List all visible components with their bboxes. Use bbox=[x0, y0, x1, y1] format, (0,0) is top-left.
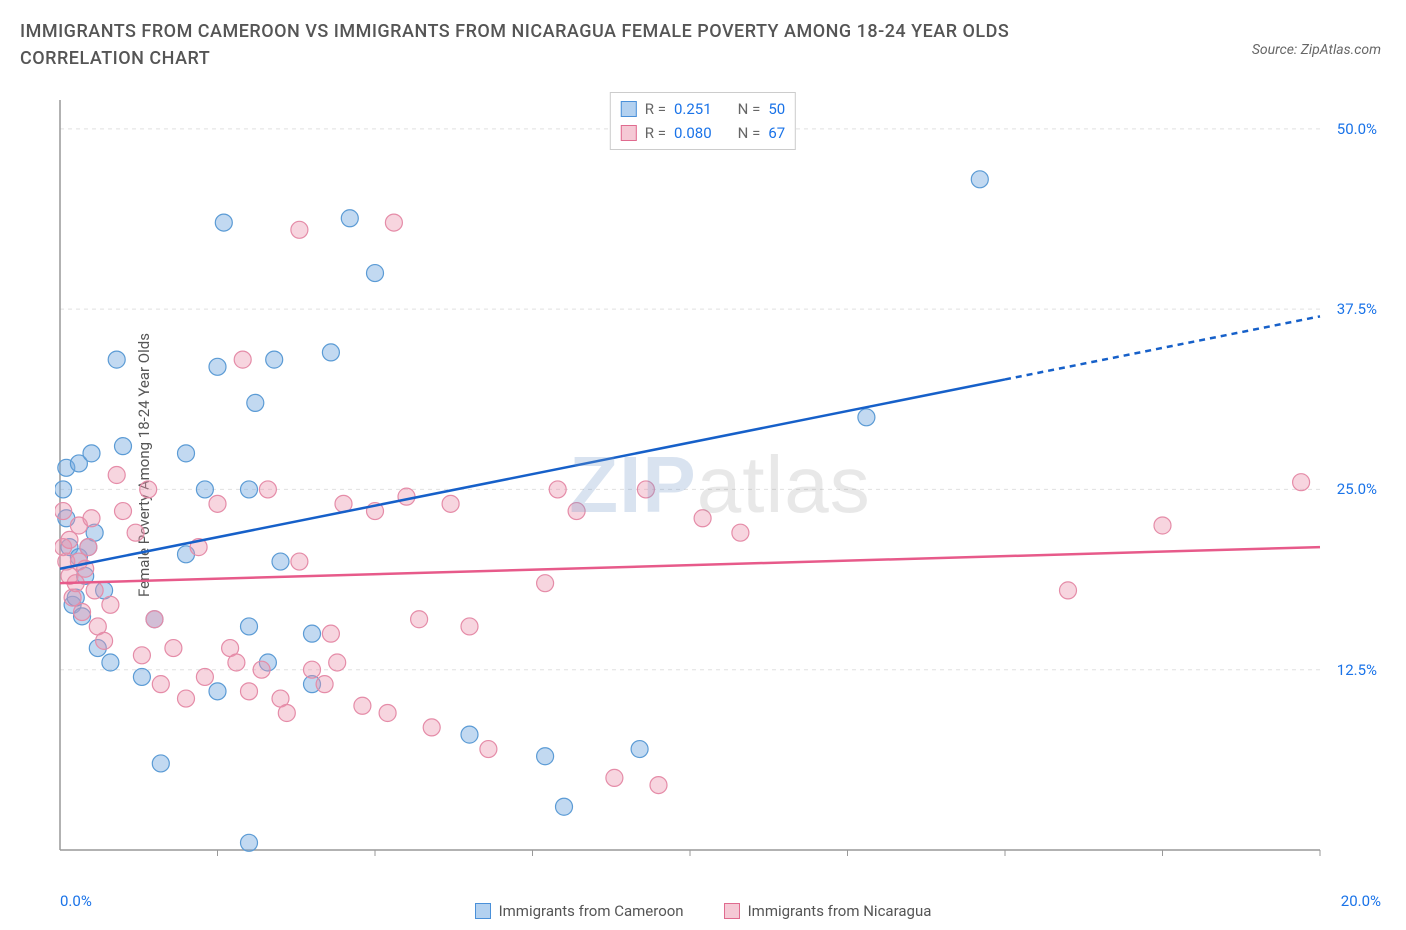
chart-svg bbox=[55, 90, 1385, 880]
x-axis-min: 0.0% bbox=[60, 892, 92, 910]
n-label: N = bbox=[738, 121, 761, 145]
r-label: R = bbox=[645, 97, 666, 121]
r-value-nicaragua: 0.080 bbox=[674, 121, 712, 145]
stats-row-nicaragua: R = 0.080 N = 67 bbox=[621, 121, 785, 145]
bottom-legend: 0.0% Immigrants from Cameroon Immigrants… bbox=[0, 902, 1406, 920]
chart-container: IMMIGRANTS FROM CAMEROON VS IMMIGRANTS F… bbox=[0, 0, 1406, 930]
header: IMMIGRANTS FROM CAMEROON VS IMMIGRANTS F… bbox=[20, 18, 1386, 72]
swatch-nicaragua bbox=[621, 125, 637, 141]
legend-item-nicaragua: Immigrants from Nicaragua bbox=[724, 902, 932, 920]
y-tick-label: 37.5% bbox=[1337, 300, 1377, 318]
y-tick-label: 50.0% bbox=[1337, 120, 1377, 138]
stats-legend: R = 0.251 N = 50 R = 0.080 N = 67 bbox=[610, 92, 796, 150]
y-tick-label: 25.0% bbox=[1337, 480, 1377, 498]
stats-row-cameroon: R = 0.251 N = 50 bbox=[621, 97, 785, 121]
plot-area: ZIPatlas 12.5%25.0%37.5%50.0% bbox=[55, 90, 1385, 880]
x-axis-max: 20.0% bbox=[1341, 892, 1381, 910]
legend-swatch-nicaragua bbox=[724, 903, 740, 919]
y-tick-label: 12.5% bbox=[1337, 661, 1377, 679]
n-value-cameroon: 50 bbox=[768, 97, 785, 121]
swatch-cameroon bbox=[621, 101, 637, 117]
n-value-nicaragua: 67 bbox=[768, 121, 785, 145]
legend-item-cameroon: Immigrants from Cameroon bbox=[475, 902, 684, 920]
legend-swatch-cameroon bbox=[475, 903, 491, 919]
source-attribution: Source: ZipAtlas.com bbox=[1252, 42, 1381, 58]
n-label: N = bbox=[738, 97, 761, 121]
chart-title: IMMIGRANTS FROM CAMEROON VS IMMIGRANTS F… bbox=[20, 18, 1120, 72]
legend-label-cameroon: Immigrants from Cameroon bbox=[499, 902, 684, 920]
r-value-cameroon: 0.251 bbox=[674, 97, 712, 121]
r-label: R = bbox=[645, 121, 666, 145]
legend-label-nicaragua: Immigrants from Nicaragua bbox=[748, 902, 932, 920]
